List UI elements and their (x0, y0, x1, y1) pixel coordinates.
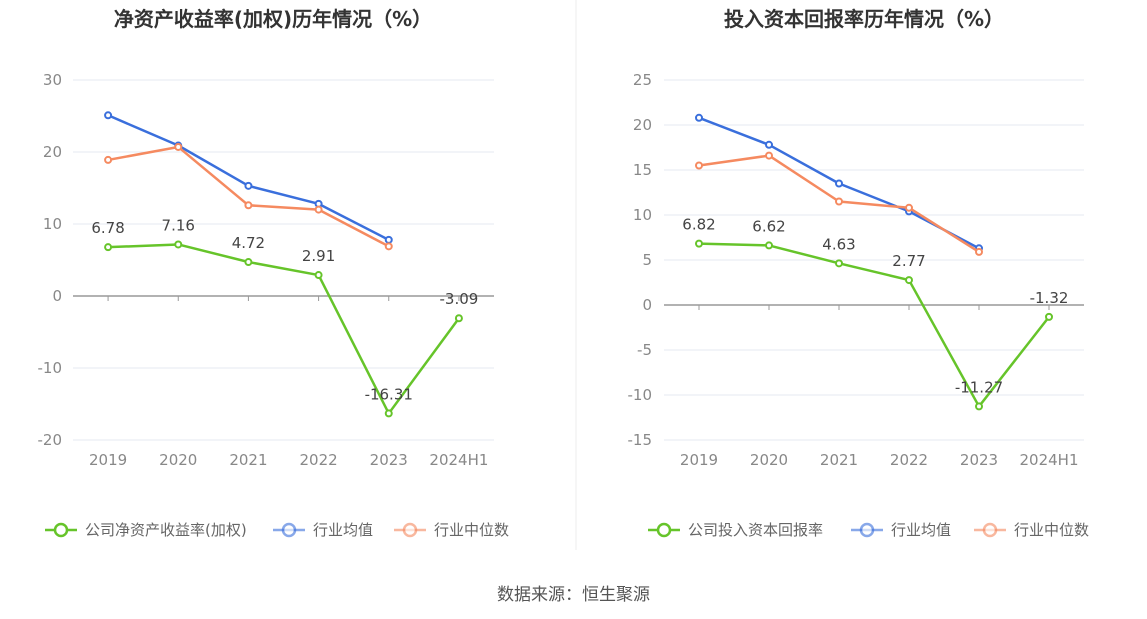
chart-title: 投入资本回报率历年情况（%） (724, 7, 1004, 31)
legend-item-avg: 行业均值 (851, 521, 951, 539)
y-tick-label: -10 (38, 359, 63, 377)
data-label: 4.63 (822, 235, 855, 253)
legend-swatch-marker (281, 522, 297, 538)
data-point-median (905, 203, 913, 212)
data-point-median (384, 242, 393, 251)
data-label: 6.62 (752, 217, 785, 235)
data-point-median (174, 142, 183, 151)
y-tick-label: -20 (38, 431, 63, 449)
legend-label: 行业均值 (313, 521, 373, 539)
legend-item-avg: 行业均值 (273, 521, 373, 539)
data-label: 7.16 (162, 216, 195, 234)
data-label: -1.32 (1030, 289, 1069, 307)
legend-swatch-marker (859, 522, 875, 538)
data-point-median (835, 197, 843, 206)
y-tick-label: -5 (637, 341, 652, 359)
data-point-company (454, 314, 463, 323)
y-tick-label: -15 (628, 431, 653, 449)
data-point-company (975, 402, 983, 411)
roe-chart: 净资产收益率(加权)历年情况（%） 30 20 10 0 -10 -20 2019 2020 20… (38, 7, 510, 539)
data-point-company (765, 241, 773, 250)
y-tick-label: 5 (642, 251, 652, 269)
data-source-label: 数据来源：恒生聚源 (497, 585, 650, 605)
data-point-avg (244, 181, 253, 190)
data-point-avg (104, 111, 113, 120)
data-point-median (975, 247, 983, 256)
data-point-avg (695, 113, 703, 122)
legend-item-median: 行业中位数 (394, 521, 509, 539)
data-point-median (314, 205, 323, 214)
data-point-median (695, 161, 703, 170)
roic-chart: 投入资本回报率历年情况（%） 25 20 15 10 5 0 -5 -10 -15 2019 2020… (628, 7, 1090, 539)
legend-label: 公司净资产收益率(加权) (85, 521, 247, 539)
y-tick-label: 25 (633, 71, 652, 89)
x-tick-label: 2022 (299, 451, 337, 469)
chart-title: 净资产收益率(加权)历年情况（%） (114, 7, 432, 31)
legend-swatch-marker (982, 522, 998, 538)
y-tick-label: 15 (633, 161, 652, 179)
x-tick-label: 2023 (960, 451, 998, 469)
legend-label: 公司投入资本回报率 (688, 521, 823, 539)
series-line-avg (107, 114, 390, 241)
x-tick-label: 2021 (820, 451, 858, 469)
x-tick-label: 2019 (680, 451, 718, 469)
data-point-company (905, 276, 913, 285)
y-tick-label: 20 (43, 143, 62, 161)
data-label: 2.77 (892, 252, 925, 270)
legend-item-company: 公司投入资本回报率 (648, 521, 823, 539)
data-label: -11.27 (955, 378, 1003, 396)
series-line-company (698, 242, 1050, 408)
data-point-company (384, 409, 393, 418)
data-point-company (174, 240, 183, 249)
x-tick-label: 2022 (890, 451, 928, 469)
data-label: 6.78 (91, 219, 124, 237)
x-tick-label: 2021 (229, 451, 267, 469)
data-point-avg (384, 235, 393, 244)
legend-label: 行业中位数 (1014, 521, 1089, 539)
series-line-median (107, 145, 390, 248)
data-label: -3.09 (440, 290, 479, 308)
legend-swatch-marker (402, 522, 418, 538)
data-point-median (244, 201, 253, 210)
x-tick-label: 2024H1 (1020, 451, 1079, 469)
y-tick-label: 10 (43, 215, 62, 233)
series-line-company (108, 243, 460, 415)
data-point-company (695, 239, 703, 248)
data-point-company (835, 259, 843, 268)
data-point-avg (765, 140, 773, 149)
y-tick-label: 0 (642, 296, 652, 314)
y-tick-label: -10 (628, 386, 653, 404)
data-point-company (104, 243, 113, 252)
data-label: -16.31 (365, 385, 413, 403)
y-tick-label: 20 (633, 116, 652, 134)
legend-item-company: 公司净资产收益率(加权) (45, 521, 247, 539)
data-label: 4.72 (232, 234, 265, 252)
data-point-median (765, 151, 773, 160)
y-tick-label: 30 (43, 71, 62, 89)
x-tick-label: 2024H1 (429, 451, 488, 469)
data-point-company (314, 271, 323, 280)
x-tick-label: 2020 (750, 451, 788, 469)
data-point-avg (835, 179, 843, 188)
y-tick-label: 10 (633, 206, 652, 224)
legend-label: 行业中位数 (434, 521, 509, 539)
data-point-company (1045, 312, 1053, 321)
legend-swatch-marker (53, 522, 69, 538)
data-point-median (104, 155, 113, 164)
legend-label: 行业均值 (891, 521, 951, 539)
x-tick-label: 2020 (159, 451, 197, 469)
data-label: 6.82 (682, 216, 715, 234)
data-point-company (244, 258, 253, 267)
y-tick-label: 0 (52, 287, 62, 305)
data-label: 2.91 (302, 247, 335, 265)
legend-swatch-marker (656, 522, 672, 538)
legend-item-median: 行业中位数 (974, 521, 1089, 539)
x-tick-label: 2019 (89, 451, 127, 469)
x-tick-label: 2023 (370, 451, 408, 469)
